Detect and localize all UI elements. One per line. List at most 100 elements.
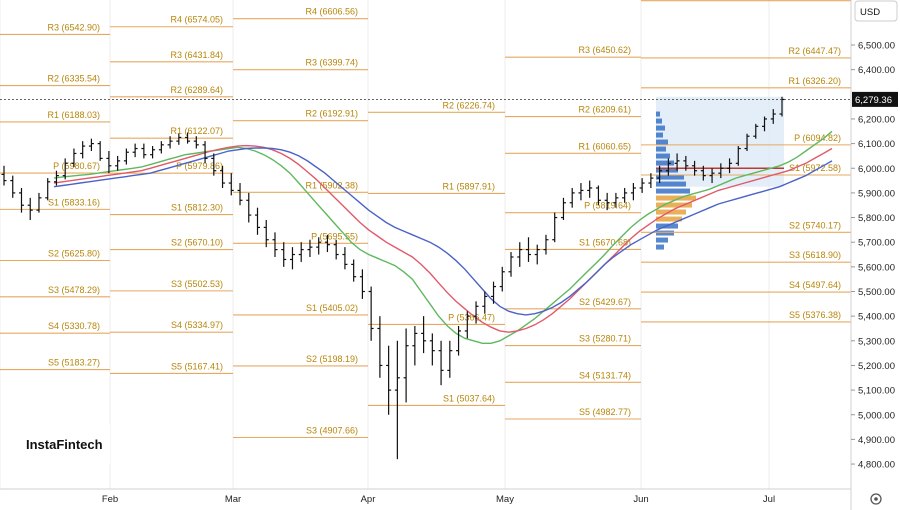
price-bar bbox=[622, 187, 628, 203]
price-bar bbox=[762, 116, 768, 132]
price-tick-label: 5,500.00 bbox=[858, 287, 895, 298]
pivot-label: S1 (5972.58) bbox=[789, 163, 841, 173]
price-bar bbox=[613, 192, 619, 208]
price-bar bbox=[727, 158, 733, 174]
price-bar bbox=[246, 192, 252, 223]
price-tick-label: 5,700.00 bbox=[858, 238, 895, 249]
price-bar bbox=[150, 146, 156, 159]
price-bar bbox=[508, 252, 514, 277]
price-bar bbox=[700, 165, 706, 181]
pivot-label: S1 (5833.16) bbox=[48, 197, 100, 207]
price-tick-label: 5,300.00 bbox=[858, 336, 895, 347]
month-tick-label: Feb bbox=[102, 494, 118, 505]
price-bar bbox=[421, 316, 427, 354]
pivot-label: S2 (5670.10) bbox=[171, 238, 223, 248]
pivot-label: S1 (5812.30) bbox=[171, 203, 223, 213]
price-bar bbox=[211, 153, 217, 176]
price-bar bbox=[298, 242, 304, 262]
pivot-label: R2 (6335.54) bbox=[47, 74, 100, 84]
pivot-label: P (5980.67) bbox=[53, 161, 100, 171]
price-bar bbox=[289, 247, 295, 270]
pivot-label: S2 (5740.17) bbox=[789, 220, 841, 230]
pivot-label: S5 (4982.77) bbox=[579, 407, 631, 417]
price-bar bbox=[220, 165, 226, 188]
profile-bar bbox=[656, 174, 684, 180]
price-bar bbox=[534, 244, 540, 265]
price-bar bbox=[53, 170, 59, 186]
currency-selector[interactable]: USD bbox=[854, 0, 898, 22]
price-bar bbox=[237, 183, 243, 206]
price-bar bbox=[36, 192, 42, 213]
time-axis[interactable]: Feb Mar Apr May Jun Jul bbox=[0, 488, 851, 505]
price-bar bbox=[88, 138, 94, 151]
pivot-label: R3 (6450.62) bbox=[578, 45, 631, 55]
price-bar bbox=[447, 340, 453, 378]
pivot-label: S3 (5280.71) bbox=[579, 334, 631, 344]
price-bar bbox=[115, 155, 121, 171]
price-bar bbox=[499, 266, 505, 292]
month-tick-label: Jun bbox=[633, 494, 648, 505]
pivot-label: S2 (5198.19) bbox=[306, 354, 358, 364]
price-tick-label: 5,400.00 bbox=[858, 312, 895, 323]
price-tick-label: 5,100.00 bbox=[858, 386, 895, 397]
price-axis[interactable]: 6,500.00 6,400.00 6,200.00 6,100.00 6,000.00… bbox=[850, 0, 895, 510]
price-bar bbox=[141, 143, 147, 159]
pivot-label: P (5366.47) bbox=[448, 312, 495, 322]
price-bar bbox=[123, 148, 129, 165]
pivot-label: R1 (6326.20) bbox=[788, 76, 841, 86]
price-bar bbox=[10, 175, 16, 198]
price-bar bbox=[377, 316, 383, 378]
price-bar bbox=[80, 141, 86, 159]
pivot-label: S1 (5037.64) bbox=[443, 393, 495, 403]
pivot-label: S2 (5429.67) bbox=[579, 297, 631, 307]
price-bar bbox=[735, 146, 741, 166]
price-bar bbox=[569, 187, 575, 208]
price-bar bbox=[255, 207, 261, 235]
price-tick-label: 5,000.00 bbox=[858, 410, 895, 421]
month-tick-label: Mar bbox=[225, 494, 241, 505]
pivot-label: S5 (5376.38) bbox=[789, 310, 841, 320]
brand-logo: InstaFintech bbox=[20, 424, 110, 464]
price-bar bbox=[71, 148, 77, 168]
pivot-label: R2 (6226.74) bbox=[442, 100, 495, 110]
pivot-label: P (5979.86) bbox=[176, 161, 223, 171]
profile-bar bbox=[656, 160, 674, 166]
price-bar bbox=[525, 237, 531, 262]
price-bar bbox=[342, 247, 348, 270]
price-bar bbox=[158, 141, 164, 154]
pivot-label: S4 (5330.78) bbox=[48, 321, 100, 331]
price-bar bbox=[106, 150, 112, 174]
price-bar bbox=[359, 269, 365, 299]
price-bar bbox=[517, 242, 523, 267]
price-bar bbox=[324, 234, 330, 253]
price-bar bbox=[228, 173, 234, 196]
price-bar bbox=[674, 153, 680, 171]
settings-gear-icon[interactable] bbox=[870, 493, 882, 505]
profile-bar bbox=[656, 188, 690, 194]
pivot-label: S4 (5131.74) bbox=[579, 370, 631, 380]
price-bar bbox=[167, 136, 173, 149]
price-bar bbox=[333, 239, 339, 260]
pivot-label: R2 (6192.91) bbox=[305, 109, 358, 119]
pivot-label: S3 (5618.90) bbox=[789, 250, 841, 260]
pivot-label: R2 (6289.64) bbox=[170, 85, 223, 95]
price-tick-label: 6,500.00 bbox=[858, 41, 895, 52]
price-tick-label: 6,100.00 bbox=[858, 139, 895, 150]
price-bar bbox=[27, 197, 33, 221]
price-bar bbox=[403, 328, 409, 403]
price-bar bbox=[386, 345, 392, 415]
price-bar bbox=[657, 165, 663, 184]
price-bar bbox=[438, 340, 444, 386]
profile-bar bbox=[656, 167, 678, 173]
price-bar bbox=[412, 326, 418, 366]
price-bar bbox=[263, 220, 269, 248]
month-tick-label: Apr bbox=[361, 494, 376, 505]
price-tick-label: 6,400.00 bbox=[858, 65, 895, 76]
price-bar bbox=[351, 259, 357, 282]
profile-bar bbox=[656, 244, 664, 250]
pivot-label: P (5695.55) bbox=[311, 231, 358, 241]
current-price-badge: 6,279.36 bbox=[852, 91, 898, 107]
price-bar bbox=[62, 158, 68, 180]
pivot-label: S3 (4907.66) bbox=[306, 426, 358, 436]
